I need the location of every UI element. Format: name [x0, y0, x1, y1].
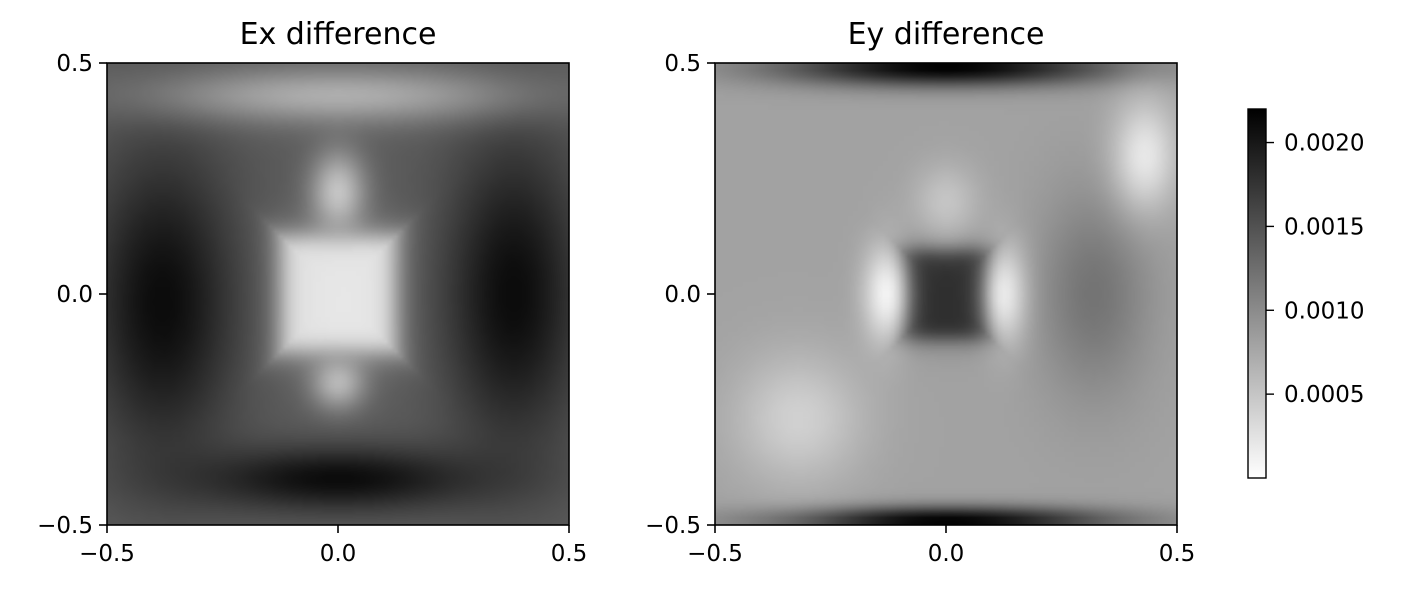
colorbar [1247, 108, 1267, 479]
panel-ey-title: Ey difference [848, 17, 1045, 52]
colorbar-tick-label: 0.0005 [1284, 382, 1364, 408]
x-tick-label: −0.5 [687, 541, 743, 567]
y-tick-label: −0.5 [37, 513, 93, 539]
colorbar-tick-label: 0.0020 [1284, 131, 1364, 157]
x-tick-label: 0.0 [320, 541, 357, 567]
y-tick-label: 0.0 [664, 282, 701, 308]
x-tick-label: −0.5 [79, 541, 135, 567]
panel-ey-heatmap-holder [715, 63, 1177, 525]
x-tick-label: 0.5 [1159, 541, 1196, 567]
panel-ex-title: Ex difference [240, 17, 437, 52]
panel-ex-axes: −0.5 0.0 0.5 −0.5 0.0 0.5 [37, 51, 587, 567]
y-tick-label: −0.5 [645, 513, 701, 539]
y-tick-label: 0.5 [56, 51, 93, 77]
panel-ey-axes: −0.5 0.0 0.5 −0.5 0.0 0.5 [645, 51, 1195, 567]
colorbar-tick-label: 0.0010 [1284, 298, 1364, 324]
colorbar-tick-label: 0.0015 [1284, 214, 1364, 240]
y-tick-label: 0.5 [664, 51, 701, 77]
panel-ex-heatmap [107, 63, 569, 525]
panel-ex-heatmap-holder [107, 63, 569, 525]
x-tick-label: 0.5 [551, 541, 588, 567]
y-tick-label: 0.0 [56, 282, 93, 308]
panel-ey-heatmap [715, 63, 1177, 525]
x-tick-label: 0.0 [928, 541, 965, 567]
colorbar-ticks: 0.0005 0.0010 0.0015 0.0020 [1266, 131, 1364, 408]
